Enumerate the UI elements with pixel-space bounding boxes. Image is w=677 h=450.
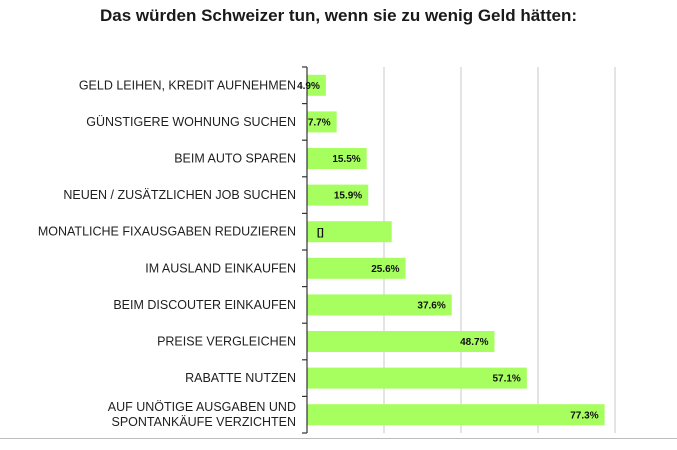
data-label: 77.3% [570, 410, 598, 421]
category-label: AUF UNÖTIGE AUSGABEN UND SPONTANKÄUFE VER… [108, 400, 296, 429]
bar [307, 367, 527, 389]
category-label: BEIM DISCOUTER EINKAUFEN [113, 298, 296, 312]
data-label: 25.6% [371, 264, 399, 275]
category-label: BEIM AUTO SPAREN [174, 152, 296, 166]
category-label: NEUEN / ZUSÄTZLICHEN JOB SUCHEN [63, 188, 296, 202]
bar [307, 111, 337, 133]
category-label: GELD LEIHEN, KREDIT AUFNEHMEN [79, 78, 296, 92]
bar [307, 331, 495, 352]
data-label: 15.9% [334, 191, 362, 202]
data-label: 37.6% [417, 301, 445, 312]
bar [307, 221, 392, 243]
data-label: [] [317, 227, 324, 238]
category-label: IM AUSLAND EINKAUFEN [145, 261, 296, 275]
chart-title: Das würden Schweizer tun, wenn sie zu we… [99, 6, 578, 25]
bar [307, 184, 369, 206]
data-label: 15.5% [332, 154, 360, 165]
category-label: RABATTE NUTZEN [185, 371, 296, 385]
bar [307, 148, 367, 169]
category-label: MONATLICHE FIXAUSGABEN REDUZIEREN [38, 225, 296, 239]
data-label: 7.7% [308, 118, 331, 129]
bar [307, 74, 326, 96]
category-label: GÜNSTIGERE WOHNUNG SUCHEN [86, 115, 296, 129]
data-label: 48.7% [460, 337, 488, 348]
bottom-divider [0, 438, 677, 439]
data-label: 4.9% [297, 81, 320, 92]
category-label: PREISE VERGLEICHEN [157, 335, 296, 349]
data-label: 57.1% [492, 374, 520, 385]
bar [307, 257, 406, 279]
bar [307, 404, 605, 426]
bar [307, 294, 452, 316]
